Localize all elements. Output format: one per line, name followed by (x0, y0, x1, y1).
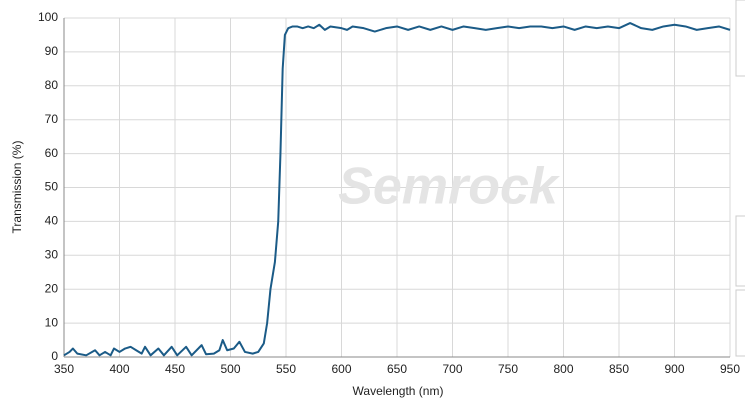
y-tick-label: 90 (45, 44, 59, 58)
x-tick-label: 750 (498, 362, 518, 376)
data-line (63, 22, 731, 357)
x-tick-label: 800 (553, 362, 573, 376)
side-panel (735, 289, 745, 357)
x-tick-label: 500 (220, 362, 240, 376)
x-tick-label: 450 (165, 362, 185, 376)
x-axis-title: Wavelength (nm) (353, 384, 444, 398)
y-tick-label: 70 (45, 112, 59, 126)
x-tick-label: 350 (54, 362, 74, 376)
y-tick-label: 100 (38, 10, 58, 24)
y-tick-label: 20 (45, 281, 59, 295)
x-tick-label: 900 (664, 362, 684, 376)
y-tick-label: 80 (45, 78, 59, 92)
y-tick-label: 40 (45, 214, 59, 228)
y-axis-title: Transmission (%) (10, 141, 24, 234)
y-tick-label: 10 (45, 315, 59, 329)
y-tick-label: 50 (45, 180, 59, 194)
y-tick-label: 30 (45, 247, 59, 261)
y-tick-label: 60 (45, 146, 59, 160)
x-tick-label: 950 (720, 362, 740, 376)
x-tick-label: 850 (609, 362, 629, 376)
x-tick-label: 600 (331, 362, 351, 376)
x-tick-label: 650 (387, 362, 407, 376)
x-tick-label: 700 (442, 362, 462, 376)
watermark: Semrock (338, 158, 561, 216)
y-tick-label: 0 (51, 349, 58, 363)
x-tick-label: 400 (109, 362, 129, 376)
side-panel (735, 215, 745, 287)
side-panel (735, 0, 745, 77)
x-tick-label: 550 (276, 362, 296, 376)
